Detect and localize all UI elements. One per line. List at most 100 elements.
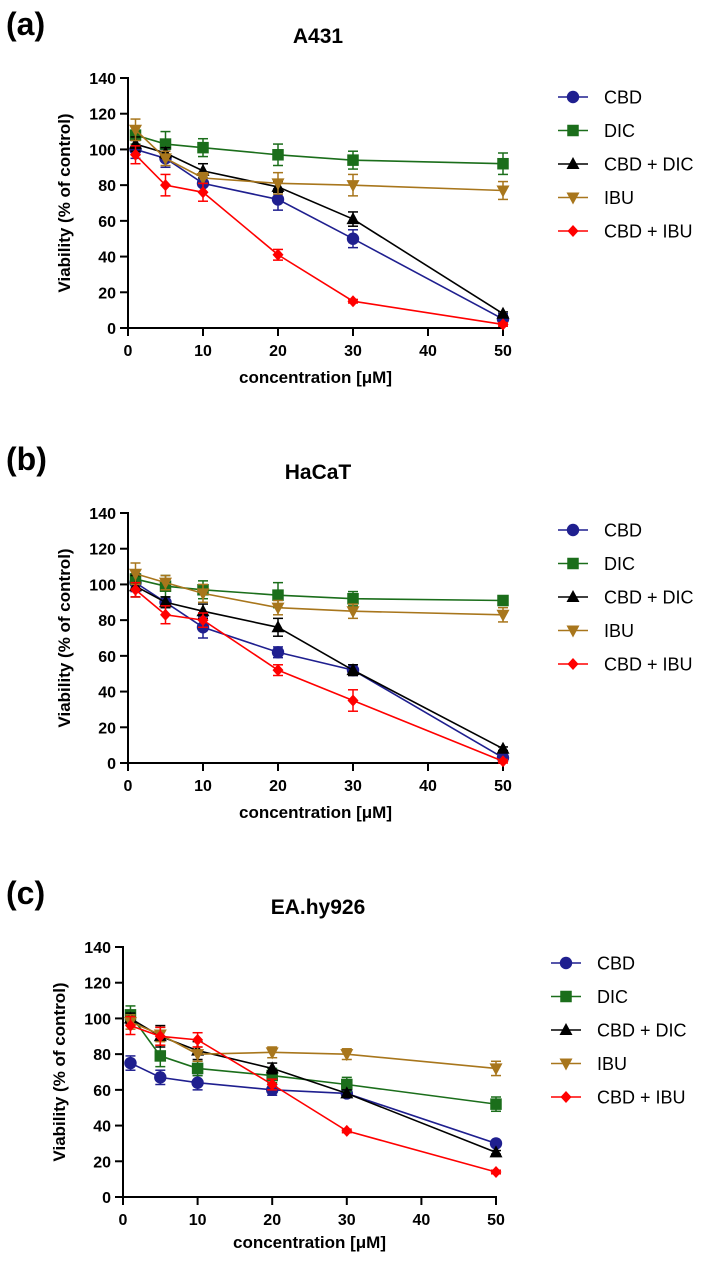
- y-tick-label: 0: [102, 1190, 111, 1207]
- data-point: [497, 318, 509, 331]
- y-tick-label: 120: [89, 107, 116, 124]
- x-tick-label: 20: [263, 1212, 281, 1229]
- data-point: [346, 212, 360, 225]
- legend-label: CBD + IBU: [604, 655, 693, 675]
- y-tick-label: 60: [98, 214, 116, 231]
- y-tick-label: 100: [89, 142, 116, 159]
- legend-marker: [566, 90, 580, 104]
- series-cbd: [124, 1055, 503, 1150]
- series-line: [130, 1024, 497, 1173]
- data-point: [347, 592, 359, 605]
- y-axis-label: Viability (% of control): [55, 548, 74, 727]
- data-point: [347, 295, 359, 308]
- data-point: [347, 694, 359, 707]
- legend-label: CBD + DIC: [604, 155, 694, 175]
- data-point: [159, 138, 172, 150]
- x-tick-label: 30: [344, 343, 362, 360]
- x-tick-label: 20: [269, 778, 287, 795]
- x-tick-label: 30: [344, 778, 362, 795]
- data-point: [191, 1076, 204, 1089]
- panel-label: (a): [6, 6, 45, 42]
- series-ibu: [129, 118, 510, 201]
- legend-label: CBD: [597, 954, 635, 974]
- series-line: [134, 154, 504, 326]
- legend-marker: [559, 1058, 573, 1071]
- series-line: [135, 143, 504, 315]
- y-tick-label: 80: [93, 1047, 111, 1064]
- data-point: [496, 185, 510, 198]
- data-point: [272, 664, 284, 677]
- x-tick-label: 0: [124, 343, 133, 360]
- legend-marker: [567, 557, 579, 570]
- legend-marker: [559, 956, 573, 970]
- data-point: [159, 153, 172, 166]
- data-point: [346, 232, 360, 245]
- legend-label: CBD + IBU: [604, 222, 693, 242]
- data-point: [489, 1063, 503, 1076]
- data-point: [266, 1078, 278, 1091]
- data-point: [341, 1124, 353, 1137]
- y-axis-label: Viability (% of control): [50, 982, 69, 1161]
- chart-title: A431: [293, 25, 344, 48]
- legend-marker: [567, 658, 579, 670]
- series-line: [135, 585, 504, 750]
- data-point: [159, 595, 172, 608]
- data-point: [197, 141, 209, 154]
- x-tick-label: 30: [338, 1212, 356, 1229]
- data-point: [130, 583, 141, 596]
- y-tick-label: 20: [98, 720, 116, 737]
- y-tick-label: 80: [98, 613, 116, 630]
- x-axis-label: concentration [μM]: [239, 368, 392, 387]
- y-tick-label: 20: [98, 285, 116, 302]
- data-point: [490, 1098, 502, 1110]
- data-point: [129, 124, 142, 137]
- data-point: [271, 646, 285, 659]
- data-point: [341, 1078, 353, 1091]
- x-tick-label: 0: [124, 778, 133, 795]
- legend-marker: [567, 225, 579, 237]
- data-point: [346, 180, 360, 193]
- data-point: [346, 606, 360, 619]
- x-tick-label: 0: [119, 1212, 128, 1229]
- series-cbd-dic: [123, 1011, 503, 1158]
- data-point: [154, 1071, 167, 1084]
- data-point: [347, 154, 359, 166]
- legend-marker: [566, 523, 580, 537]
- series-line: [134, 589, 504, 762]
- data-point: [197, 186, 209, 199]
- data-point: [154, 1030, 166, 1043]
- chart-panel-0: (a) A431 0 20 40 60 80 100 120 140 0 10 20 30 40 50 conc…: [6, 6, 694, 387]
- series-line: [135, 148, 504, 320]
- legend-label: IBU: [597, 1054, 627, 1074]
- legend-label: CBD + DIC: [604, 588, 694, 608]
- data-point: [340, 1086, 354, 1099]
- y-tick-label: 100: [89, 577, 116, 594]
- series-line: [134, 129, 504, 192]
- data-point: [124, 1019, 136, 1032]
- x-tick-label: 40: [413, 1212, 431, 1229]
- y-tick-label: 140: [89, 71, 116, 88]
- legend-marker: [566, 590, 580, 602]
- legend-label: CBD + DIC: [597, 1021, 687, 1041]
- y-tick-label: 60: [93, 1083, 111, 1100]
- data-point: [160, 608, 171, 621]
- y-tick-label: 0: [107, 756, 116, 773]
- series-ibu: [123, 1014, 503, 1077]
- data-point: [271, 178, 285, 191]
- y-tick-label: 120: [89, 542, 116, 559]
- x-tick-label: 50: [494, 778, 512, 795]
- chart-panel-1: (b) HaCaT 0 20 40 60 80 100 120 140 0 10 20 30 40 50 con…: [6, 441, 694, 822]
- legend-label: CBD: [604, 88, 642, 108]
- chart-title: HaCaT: [285, 461, 352, 484]
- data-point: [192, 1033, 204, 1046]
- y-tick-label: 0: [107, 321, 116, 338]
- chart-panel-2: (c) EA.hy926 0 20 40 60 80 100 120 140 0 10 20 30 40 50…: [6, 875, 687, 1252]
- legend-marker: [566, 157, 580, 169]
- data-point: [272, 248, 284, 261]
- data-point: [346, 663, 360, 676]
- series-ibu: [129, 562, 510, 623]
- y-tick-label: 140: [84, 940, 111, 957]
- legend-label: CBD: [604, 521, 642, 541]
- data-point: [489, 1137, 503, 1150]
- series-cbd: [129, 572, 510, 764]
